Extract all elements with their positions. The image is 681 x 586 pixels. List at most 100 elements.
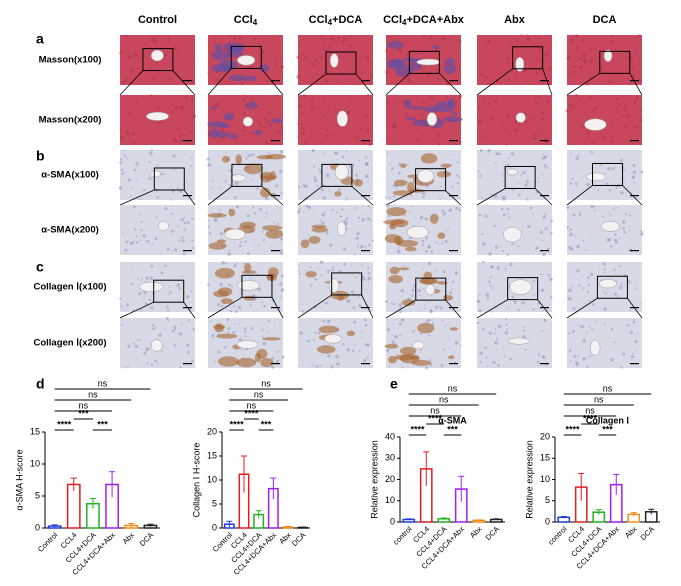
texture: [279, 249, 283, 252]
texture: [629, 309, 632, 312]
vessel: [506, 168, 518, 176]
texture: [482, 260, 485, 264]
texture: [364, 174, 369, 179]
texture: [178, 287, 181, 290]
vessel: [406, 225, 429, 239]
texture: [367, 272, 371, 275]
texture: [436, 132, 440, 136]
texture: [545, 166, 548, 170]
texture: [250, 153, 253, 157]
texture: [586, 182, 590, 187]
significance-label: ****: [244, 408, 259, 418]
texture: [405, 112, 408, 116]
texture: [257, 287, 261, 292]
significance-label: ns: [603, 383, 613, 393]
texture: [254, 297, 257, 300]
texture: [163, 53, 167, 57]
significance-label: ****: [57, 419, 72, 429]
texture: [435, 305, 439, 309]
texture: [371, 239, 374, 242]
scale-bar: [540, 307, 549, 309]
texture: [628, 226, 631, 228]
texture: [333, 134, 335, 137]
texture: [591, 303, 595, 306]
texture: [186, 351, 190, 354]
texture: [607, 211, 610, 213]
texture: [130, 186, 133, 189]
texture: [353, 253, 356, 256]
texture: [429, 132, 432, 135]
texture: [602, 136, 607, 140]
texture: [363, 109, 365, 112]
texture: [351, 109, 354, 112]
texture: [280, 296, 282, 299]
texture: [336, 362, 340, 366]
texture: [570, 38, 574, 42]
y-axis-label: α-SMA H-score: [14, 449, 24, 510]
y-tick-label: 10: [385, 495, 395, 505]
y-tick-label: 5: [212, 498, 217, 508]
texture: [298, 207, 301, 210]
texture: [152, 327, 155, 331]
texture: [366, 94, 370, 97]
zoom-box: [415, 168, 447, 192]
texture: [321, 140, 324, 143]
texture: [604, 292, 608, 295]
texture: [130, 68, 134, 72]
texture: [164, 264, 167, 268]
texture: [618, 285, 623, 290]
stain: [334, 191, 342, 197]
stain: [420, 277, 438, 285]
texture: [589, 48, 593, 51]
texture: [445, 229, 448, 232]
texture: [269, 142, 272, 145]
texture: [506, 207, 510, 211]
texture: [449, 153, 452, 156]
texture: [610, 139, 615, 143]
texture: [572, 64, 576, 69]
texture: [234, 181, 239, 186]
texture: [533, 294, 535, 297]
texture: [424, 46, 426, 48]
stain: [210, 64, 233, 73]
texture: [630, 196, 633, 198]
texture: [589, 237, 592, 239]
texture: [481, 233, 484, 236]
texture: [228, 169, 233, 173]
texture: [394, 335, 398, 339]
stain: [236, 357, 257, 368]
texture: [320, 219, 322, 222]
texture: [508, 133, 511, 135]
texture: [582, 58, 587, 63]
texture: [487, 233, 489, 235]
texture: [407, 79, 412, 83]
texture: [267, 320, 270, 323]
texture: [408, 210, 411, 213]
vessel: [237, 280, 260, 291]
texture: [154, 327, 157, 329]
texture: [191, 217, 194, 221]
header-text: DCA: [593, 14, 617, 26]
texture: [439, 198, 441, 200]
texture: [527, 225, 531, 229]
texture: [623, 230, 627, 234]
texture: [494, 328, 497, 331]
texture: [130, 195, 132, 197]
zoom-line: [566, 185, 593, 206]
texture: [577, 354, 580, 357]
texture: [509, 357, 512, 361]
texture: [139, 139, 142, 142]
texture: [352, 163, 355, 166]
texture: [280, 150, 284, 154]
texture: [341, 208, 344, 211]
texture: [430, 250, 434, 254]
texture: [603, 271, 606, 274]
texture: [588, 325, 591, 328]
texture: [574, 70, 577, 74]
texture: [262, 230, 265, 233]
texture: [479, 360, 483, 364]
texture: [637, 72, 639, 74]
texture: [365, 357, 368, 360]
texture: [582, 38, 586, 42]
texture: [276, 130, 280, 134]
